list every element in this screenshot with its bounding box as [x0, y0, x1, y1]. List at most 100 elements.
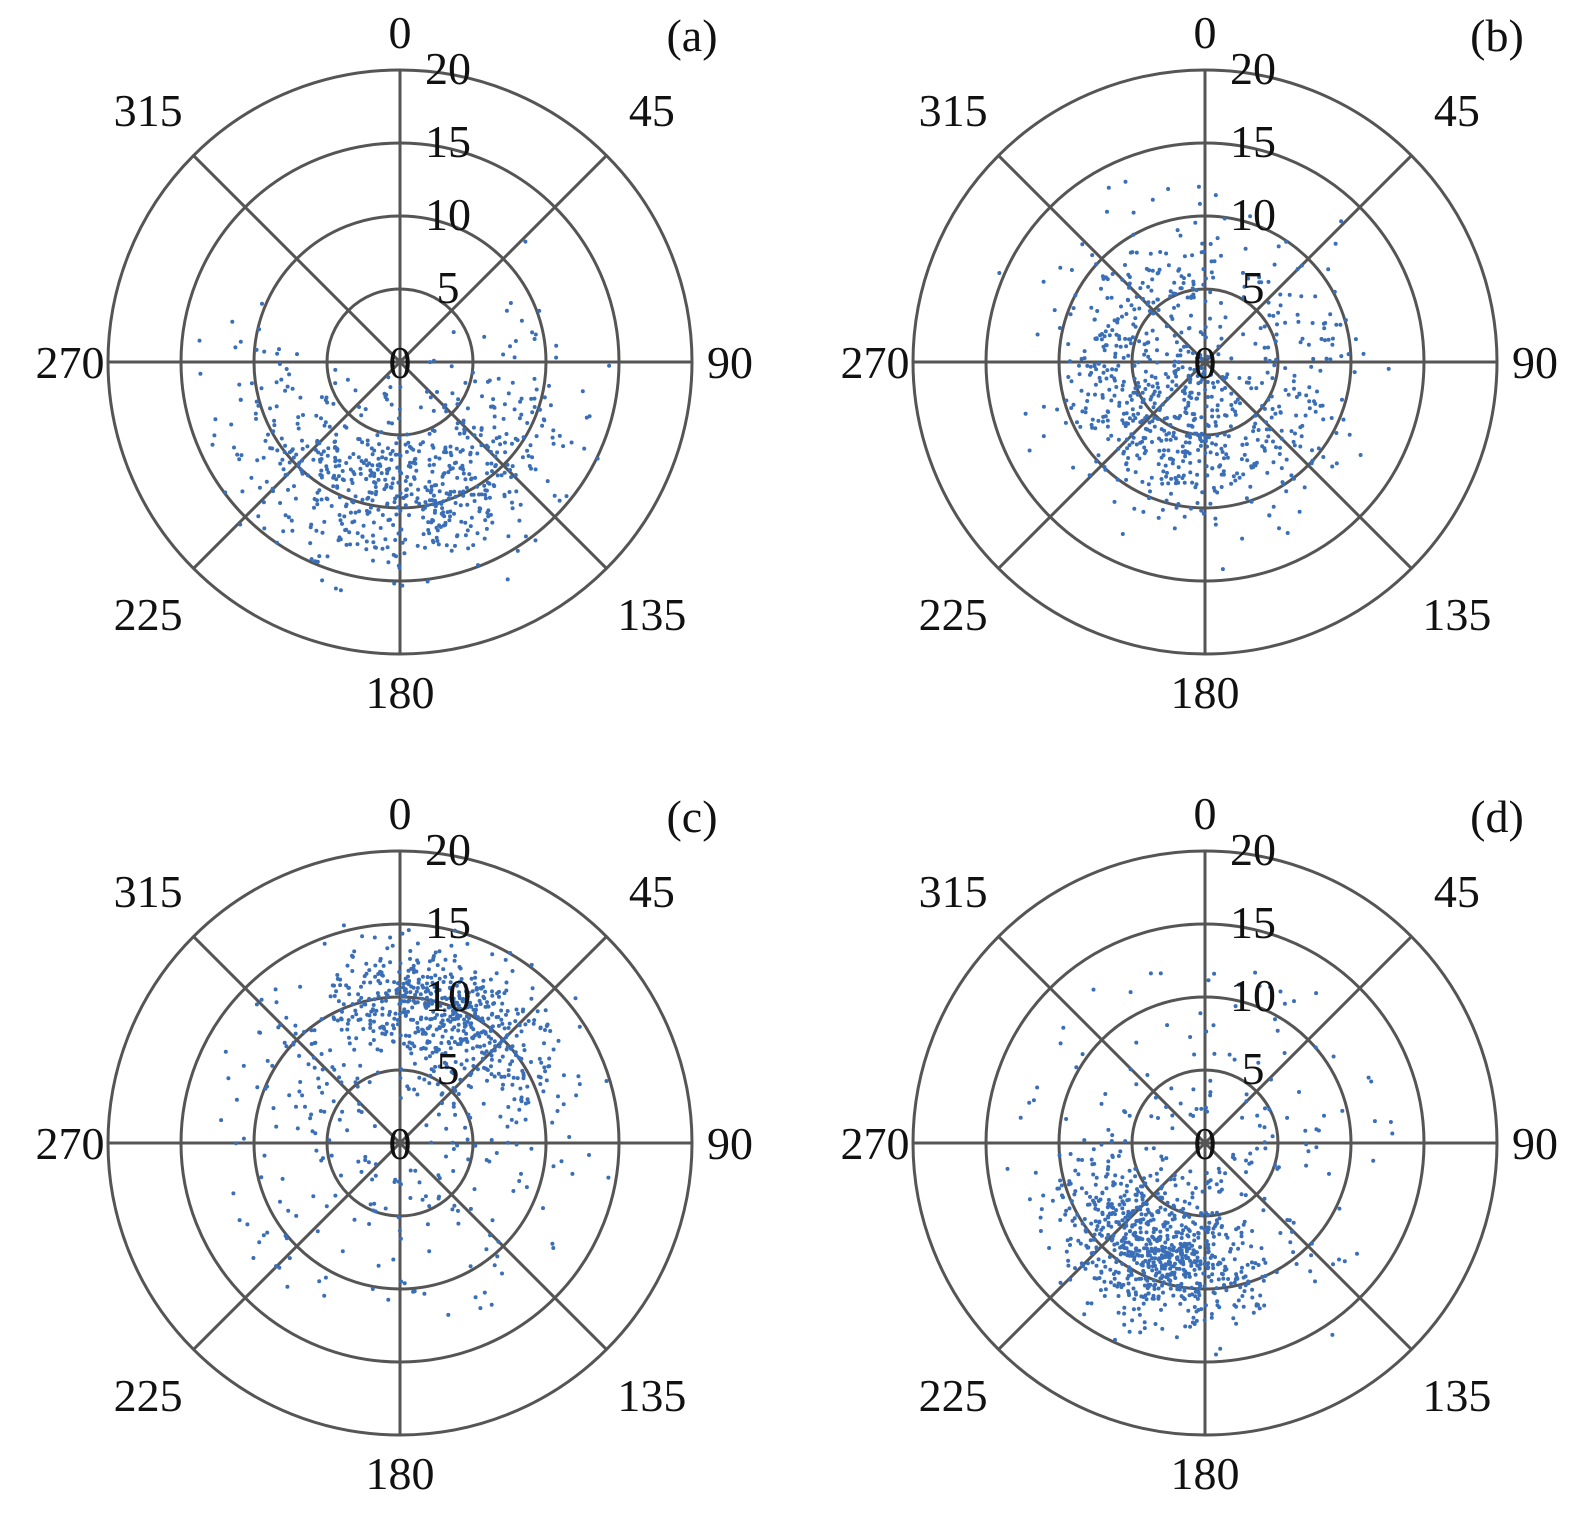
data-point	[350, 1002, 355, 1007]
data-point	[1061, 1025, 1066, 1030]
data-point	[331, 401, 336, 406]
data-point	[337, 495, 342, 500]
data-point	[481, 978, 486, 983]
data-point	[357, 1101, 362, 1106]
data-point	[1175, 1257, 1180, 1262]
data-point	[1154, 1267, 1159, 1272]
data-point	[1112, 318, 1117, 323]
data-point	[506, 391, 511, 396]
data-point	[1150, 384, 1155, 389]
data-point	[1023, 411, 1028, 416]
data-point	[504, 988, 509, 993]
data-point	[1055, 407, 1060, 412]
data-point	[1168, 1286, 1173, 1291]
data-point	[437, 1194, 441, 1199]
data-point	[1064, 398, 1069, 403]
angle-tick-label: 45	[629, 866, 675, 917]
data-point	[1166, 375, 1171, 380]
data-point	[1208, 1078, 1213, 1083]
data-point	[1166, 448, 1171, 453]
data-point	[465, 502, 470, 507]
data-point	[1144, 1242, 1149, 1247]
data-point	[1194, 482, 1199, 487]
data-point	[346, 1018, 351, 1023]
data-point	[313, 1131, 318, 1136]
data-point	[1253, 341, 1258, 346]
data-point	[375, 1047, 380, 1052]
data-point	[321, 449, 326, 454]
data-point	[1258, 1293, 1263, 1298]
data-point	[1147, 268, 1152, 273]
data-point	[1135, 1261, 1139, 1266]
data-point	[1113, 351, 1118, 356]
data-point	[431, 540, 436, 545]
data-point	[498, 1114, 503, 1119]
data-point	[542, 1065, 547, 1070]
data-point	[1228, 1249, 1233, 1254]
data-point	[519, 1095, 524, 1100]
data-point	[499, 1008, 504, 1013]
data-point	[1256, 1060, 1261, 1065]
data-point	[1118, 1195, 1123, 1200]
data-point	[433, 999, 438, 1004]
data-point	[1098, 1197, 1103, 1202]
data-point	[1279, 428, 1284, 433]
data-point	[1128, 990, 1133, 995]
data-point	[1119, 1239, 1124, 1243]
data-point	[1240, 536, 1245, 541]
data-point	[376, 994, 381, 999]
data-point	[197, 338, 202, 343]
data-point	[392, 1016, 397, 1021]
data-point	[473, 379, 478, 384]
data-point	[1099, 286, 1103, 291]
data-point	[479, 426, 484, 431]
data-point	[506, 1073, 511, 1078]
data-point	[1072, 1192, 1077, 1197]
data-point	[393, 538, 398, 542]
data-point	[380, 1006, 385, 1011]
data-point	[488, 512, 493, 517]
data-point	[210, 442, 215, 447]
data-point	[283, 443, 288, 448]
data-point	[1060, 1193, 1064, 1198]
data-point	[559, 1159, 564, 1164]
data-point	[365, 442, 370, 447]
data-point	[551, 1047, 556, 1052]
data-point	[510, 441, 514, 446]
data-point	[456, 397, 461, 402]
data-point	[1119, 1251, 1124, 1256]
data-point	[1184, 433, 1189, 438]
data-point	[353, 494, 358, 499]
data-point	[1318, 368, 1323, 373]
data-point	[438, 525, 443, 529]
data-point	[1241, 332, 1246, 337]
data-point	[1146, 340, 1151, 345]
data-point	[386, 375, 391, 380]
data-point	[1182, 514, 1187, 519]
data-point	[494, 436, 499, 441]
data-point	[238, 522, 243, 527]
data-point	[1212, 1051, 1217, 1056]
data-point	[291, 1040, 296, 1045]
data-point	[1155, 348, 1159, 353]
data-point	[582, 446, 587, 451]
data-point	[341, 1002, 346, 1007]
data-point	[505, 1009, 510, 1013]
data-point	[393, 1011, 398, 1016]
data-point	[1178, 1301, 1183, 1306]
data-point	[1193, 1186, 1198, 1190]
data-point	[1249, 1260, 1254, 1265]
data-point	[1198, 1245, 1203, 1250]
data-point	[1157, 448, 1162, 453]
data-point	[1160, 1283, 1164, 1288]
data-point	[1123, 263, 1127, 267]
data-point	[1222, 1268, 1227, 1273]
panel-label: (b)	[1470, 10, 1524, 61]
data-point	[461, 493, 466, 498]
data-point	[441, 513, 445, 518]
data-point	[1146, 1282, 1151, 1287]
data-point	[1099, 1101, 1104, 1106]
data-point	[1167, 1246, 1172, 1251]
data-point	[1204, 1243, 1209, 1248]
data-point	[1249, 386, 1254, 391]
